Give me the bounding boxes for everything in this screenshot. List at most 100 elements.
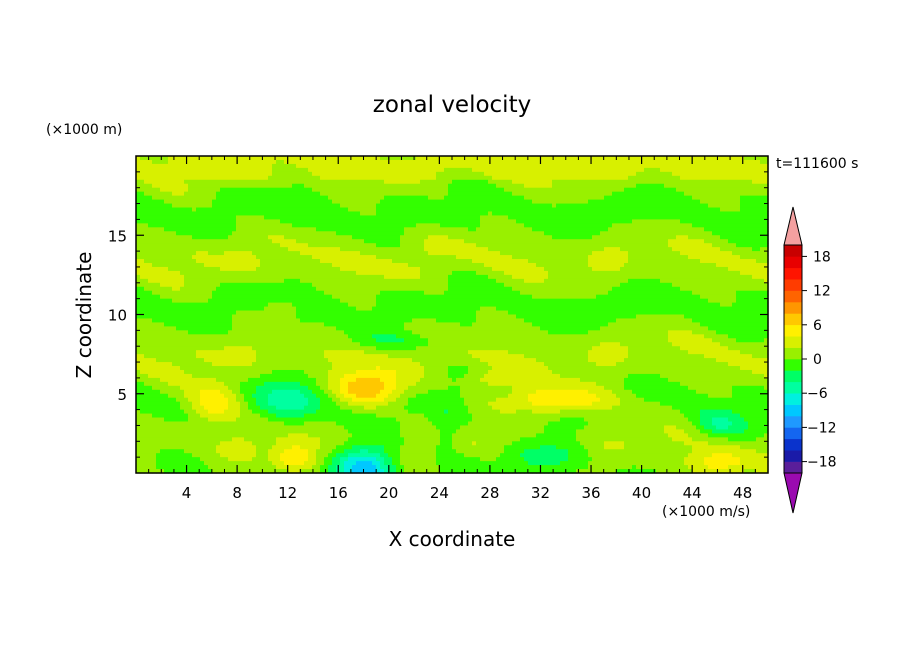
field-cell <box>220 215 225 220</box>
field-cell <box>140 389 145 395</box>
field-cell <box>296 255 301 260</box>
field-cell <box>196 389 201 395</box>
field-cell <box>364 318 369 324</box>
field-cell <box>148 445 153 450</box>
field-cell <box>192 195 197 201</box>
field-cell <box>236 243 241 248</box>
field-cell <box>332 421 337 427</box>
field-cell <box>344 219 349 224</box>
field-cell <box>160 409 165 415</box>
field-cell <box>296 366 301 371</box>
field-cell <box>320 159 325 165</box>
field-cell <box>276 274 281 280</box>
field-cell <box>364 413 369 419</box>
field-cell <box>140 334 145 339</box>
field-cell <box>360 385 365 391</box>
field-cell <box>296 413 301 419</box>
field-cell <box>232 437 237 442</box>
field-cell <box>296 314 301 320</box>
field-cell <box>164 278 169 284</box>
field-cell <box>268 156 273 161</box>
field-cell <box>308 381 313 387</box>
field-cell <box>256 437 261 442</box>
field-cell <box>348 203 353 209</box>
field-cell <box>272 433 277 438</box>
field-cell <box>300 326 305 331</box>
field-cell <box>212 251 217 256</box>
field-cell <box>380 330 385 335</box>
field-cell <box>328 381 333 387</box>
field-cell <box>320 215 325 220</box>
field-cell <box>276 465 281 470</box>
field-cell <box>292 266 297 272</box>
field-cell <box>316 282 321 288</box>
field-cell <box>340 163 345 169</box>
field-cell <box>292 326 297 331</box>
field-cell <box>360 362 365 367</box>
field-cell <box>236 207 241 213</box>
field-cell <box>304 409 309 415</box>
field-cell <box>160 373 165 379</box>
field-cell <box>196 373 201 379</box>
field-cell <box>276 199 281 205</box>
field-cell <box>272 314 277 320</box>
field-cell <box>312 326 317 331</box>
field-cell <box>376 195 381 201</box>
field-cell <box>336 381 341 387</box>
field-cell <box>364 286 369 292</box>
field-cell <box>300 437 305 442</box>
field-cell <box>352 278 357 284</box>
field-cell <box>196 358 201 363</box>
field-cell <box>364 310 369 316</box>
field-cell <box>156 393 161 399</box>
field-cell <box>376 445 381 450</box>
field-cell <box>164 199 169 205</box>
field-cell <box>144 469 149 474</box>
field-cell <box>380 405 385 411</box>
field-cell <box>332 441 337 446</box>
field-cell <box>360 211 365 217</box>
field-cell <box>324 437 329 442</box>
field-cell <box>316 429 321 434</box>
field-cell <box>228 338 233 343</box>
field-cell <box>144 350 149 355</box>
field-cell <box>204 469 209 474</box>
field-cell <box>240 302 245 308</box>
field-cell <box>224 350 229 355</box>
field-cell <box>340 397 345 403</box>
field-cell <box>268 183 273 189</box>
field-cell <box>172 334 177 339</box>
field-cell <box>328 354 333 359</box>
field-cell <box>284 453 289 458</box>
field-cell <box>280 175 285 181</box>
field-cell <box>368 183 373 189</box>
field-cell <box>284 318 289 324</box>
field-cell <box>372 290 377 296</box>
field-cell <box>368 461 373 466</box>
field-cell <box>136 203 141 209</box>
field-cell <box>144 243 149 248</box>
field-cell <box>356 274 361 280</box>
field-cell <box>172 358 177 363</box>
field-cell <box>292 294 297 300</box>
field-cell <box>332 262 337 268</box>
field-cell <box>180 358 185 363</box>
field-cell <box>156 318 161 324</box>
field-cell <box>248 397 253 403</box>
field-cell <box>272 290 277 296</box>
field-cell <box>208 203 213 209</box>
field-cell <box>184 163 189 169</box>
field-cell <box>252 393 257 399</box>
field-cell <box>264 239 269 244</box>
field-cell <box>224 421 229 427</box>
field-cell <box>220 409 225 415</box>
field-cell <box>256 286 261 292</box>
field-cell <box>236 417 241 423</box>
field-cell <box>252 227 257 232</box>
field-cell <box>352 286 357 292</box>
field-cell <box>184 306 189 312</box>
field-cell <box>368 207 373 213</box>
field-cell <box>228 290 233 296</box>
field-cell <box>188 334 193 339</box>
field-cell <box>336 354 341 359</box>
